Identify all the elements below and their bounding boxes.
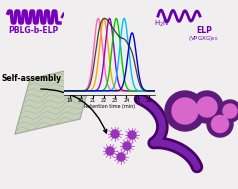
Circle shape bbox=[212, 115, 228, 132]
Polygon shape bbox=[15, 64, 95, 134]
Circle shape bbox=[219, 100, 238, 122]
Text: Cl$^-$: Cl$^-$ bbox=[138, 13, 151, 22]
Circle shape bbox=[172, 98, 198, 124]
Text: (VPGXG)$_{60}$: (VPGXG)$_{60}$ bbox=[188, 34, 218, 43]
Circle shape bbox=[207, 111, 233, 137]
Circle shape bbox=[223, 104, 237, 118]
FancyArrowPatch shape bbox=[41, 89, 107, 133]
Circle shape bbox=[165, 91, 205, 131]
Circle shape bbox=[128, 131, 136, 139]
Circle shape bbox=[191, 91, 223, 123]
Circle shape bbox=[123, 142, 131, 150]
Circle shape bbox=[106, 147, 114, 155]
Circle shape bbox=[117, 153, 125, 161]
Text: Self-assembly: Self-assembly bbox=[2, 74, 62, 83]
Circle shape bbox=[197, 97, 217, 117]
Text: $^+$H$_2$N: $^+$H$_2$N bbox=[148, 17, 169, 29]
Text: ELP: ELP bbox=[196, 26, 212, 35]
Circle shape bbox=[111, 130, 119, 138]
X-axis label: Retention time (min): Retention time (min) bbox=[84, 104, 135, 109]
Text: PBLG-b-ELP: PBLG-b-ELP bbox=[8, 26, 58, 35]
